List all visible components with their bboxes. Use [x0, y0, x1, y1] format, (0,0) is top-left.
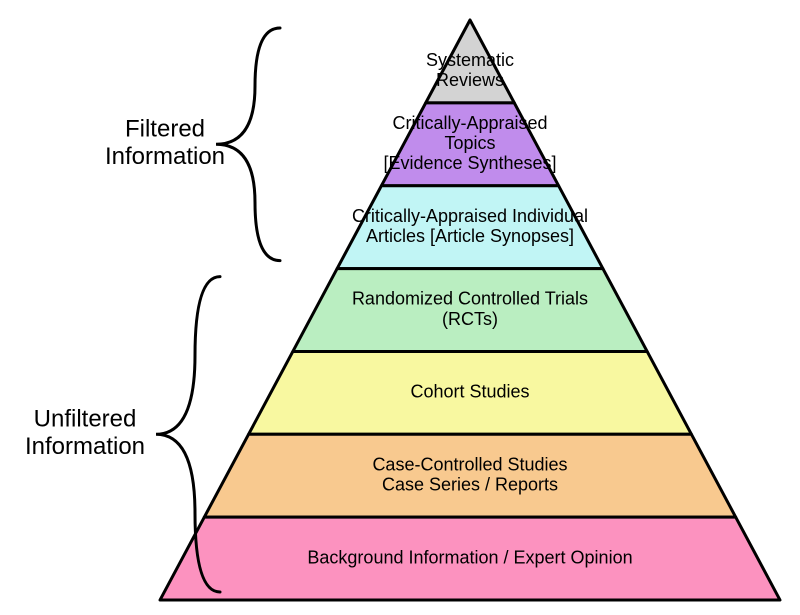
evidence-pyramid-diagram: SystematicReviews Critically-AppraisedTop… — [0, 0, 800, 615]
pyramid-level-5-label: Case Series / Reports — [382, 475, 558, 495]
group-label-0: Information — [105, 143, 225, 170]
group-label-1: Information — [25, 433, 145, 460]
pyramid-level-0-label: Systematic — [426, 50, 514, 70]
pyramid-level-2-label: Articles [Article Synopses] — [366, 226, 574, 246]
pyramid-level-0-label: Reviews — [436, 70, 504, 90]
pyramid-level-5-label: Case-Controlled Studies — [372, 454, 567, 474]
pyramid-level-1-label: [Evidence Syntheses] — [383, 153, 556, 173]
group-brace-0 — [216, 28, 280, 261]
pyramid-level-3-label: (RCTs) — [442, 309, 498, 329]
pyramid-level-1-label: Topics — [444, 133, 495, 153]
pyramid-level-3-label: Randomized Controlled Trials — [352, 289, 588, 309]
pyramid-level-2-label: Critically-Appraised Individual — [352, 206, 588, 226]
group-label-0: Filtered — [125, 115, 205, 142]
group-label-1: Unfiltered — [34, 406, 137, 433]
pyramid-level-4-label: Cohort Studies — [410, 382, 529, 402]
pyramid-level-1-label: Critically-Appraised — [392, 113, 547, 133]
pyramid-level-6-label: Background Information / Expert Opinion — [307, 547, 632, 567]
